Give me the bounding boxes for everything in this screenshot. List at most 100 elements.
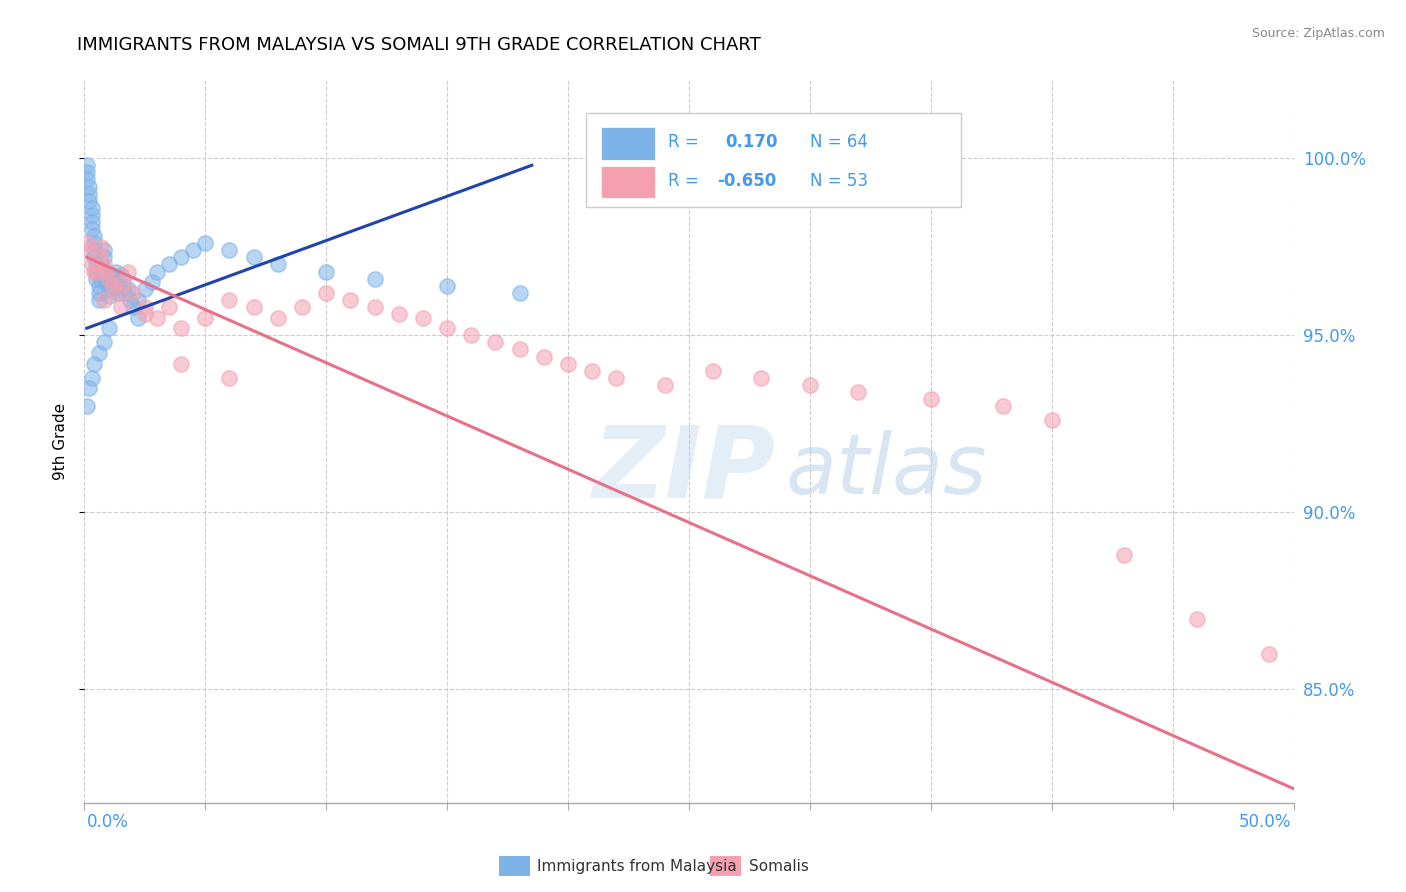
Point — [117, 282, 139, 296]
Point — [103, 282, 125, 296]
Point — [170, 251, 193, 265]
Point — [242, 300, 264, 314]
Text: IMMIGRANTS FROM MALAYSIA VS SOMALI 9TH GRADE CORRELATION CHART: IMMIGRANTS FROM MALAYSIA VS SOMALI 9TH G… — [77, 36, 761, 54]
Point — [533, 350, 555, 364]
Point — [920, 392, 942, 406]
Point — [86, 257, 108, 271]
Point — [170, 357, 193, 371]
Point — [80, 208, 103, 222]
Point — [315, 285, 337, 300]
Point — [134, 300, 156, 314]
Point — [93, 244, 115, 258]
Point — [751, 371, 773, 385]
Point — [194, 310, 217, 325]
Point — [157, 300, 180, 314]
Point — [412, 310, 434, 325]
Point — [77, 244, 100, 258]
Point — [436, 278, 458, 293]
Point — [218, 371, 240, 385]
Point — [112, 278, 135, 293]
Point — [121, 285, 143, 300]
Point — [103, 278, 125, 293]
Point — [83, 357, 105, 371]
Point — [90, 257, 112, 271]
Point — [76, 172, 98, 186]
Point — [1185, 612, 1208, 626]
Point — [363, 300, 385, 314]
Point — [94, 275, 117, 289]
Point — [97, 282, 120, 296]
Point — [76, 236, 98, 251]
Point — [100, 275, 122, 289]
Point — [97, 321, 120, 335]
Point — [86, 264, 108, 278]
Point — [97, 271, 120, 285]
Text: 50.0%: 50.0% — [1239, 814, 1291, 831]
Point — [87, 285, 110, 300]
Point — [509, 343, 531, 357]
Point — [1114, 548, 1136, 562]
Point — [107, 285, 129, 300]
Text: N = 53: N = 53 — [810, 172, 868, 190]
Point — [127, 293, 149, 307]
Point — [77, 186, 100, 201]
Point — [76, 165, 98, 179]
Point — [157, 257, 180, 271]
Point — [134, 282, 156, 296]
Point — [846, 384, 869, 399]
Point — [86, 264, 108, 278]
Point — [170, 321, 193, 335]
Point — [90, 240, 112, 254]
Point — [291, 300, 314, 314]
Text: Immigrants from Malaysia: Immigrants from Malaysia — [537, 859, 737, 873]
Point — [267, 310, 290, 325]
Point — [80, 222, 103, 236]
Point — [218, 293, 240, 307]
Point — [80, 371, 103, 385]
Point — [146, 310, 169, 325]
Point — [110, 300, 132, 314]
Text: -0.650: -0.650 — [717, 172, 776, 190]
Point — [218, 244, 240, 258]
Point — [93, 251, 115, 265]
Point — [436, 321, 458, 335]
Point — [799, 377, 821, 392]
Point — [114, 285, 136, 300]
Point — [83, 244, 105, 258]
Point — [87, 251, 110, 265]
Point — [363, 271, 385, 285]
Point — [83, 264, 105, 278]
Point — [557, 357, 579, 371]
Text: Source: ZipAtlas.com: Source: ZipAtlas.com — [1251, 27, 1385, 40]
Point — [94, 264, 117, 278]
Point — [315, 264, 337, 278]
Point — [87, 293, 110, 307]
Point — [83, 229, 105, 244]
Point — [80, 257, 103, 271]
Point — [87, 278, 110, 293]
Point — [1258, 647, 1281, 661]
Text: R =: R = — [668, 134, 699, 152]
Point — [77, 179, 100, 194]
Point — [110, 268, 132, 282]
Point — [127, 310, 149, 325]
Point — [460, 328, 482, 343]
Point — [1040, 413, 1063, 427]
Point — [388, 307, 411, 321]
FancyBboxPatch shape — [586, 112, 962, 207]
Point — [97, 289, 120, 303]
Point — [80, 215, 103, 229]
Point — [121, 300, 143, 314]
Point — [605, 371, 627, 385]
Point — [93, 335, 115, 350]
Point — [194, 236, 217, 251]
Point — [93, 293, 115, 307]
Text: R =: R = — [668, 172, 699, 190]
Point — [146, 264, 169, 278]
Point — [104, 275, 127, 289]
Point — [90, 264, 112, 278]
Point — [484, 335, 506, 350]
Point — [339, 293, 361, 307]
Point — [83, 251, 105, 265]
FancyBboxPatch shape — [600, 166, 655, 198]
